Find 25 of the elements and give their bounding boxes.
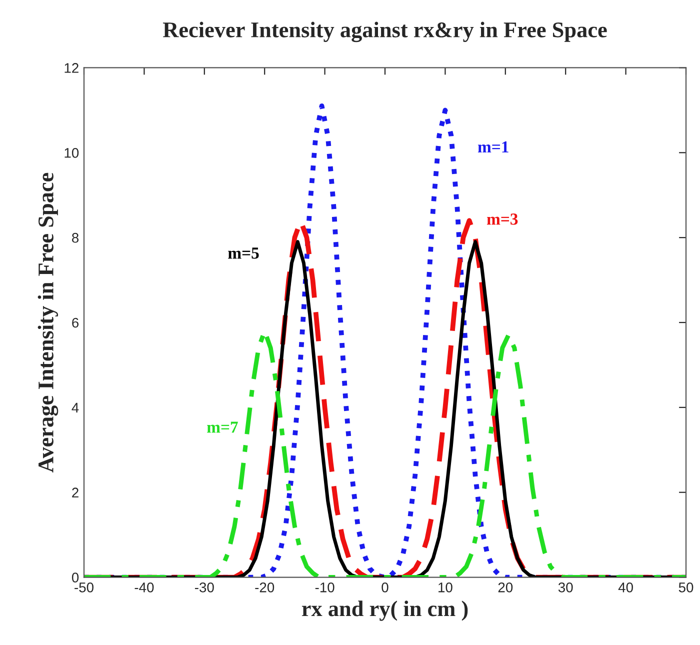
y-tick-label: 8: [72, 232, 79, 243]
x-tick-label: 40: [618, 582, 633, 592]
y-axis-title: Average Intensity in Free Space: [38, 172, 58, 472]
x-tick-label: -30: [194, 582, 214, 592]
x-tick-label: -50: [74, 582, 94, 592]
y-tick-label: 6: [72, 318, 79, 328]
x-tick-label: 20: [498, 582, 513, 592]
y-tick-label: 0: [72, 572, 79, 582]
x-tick-label: 10: [438, 582, 452, 592]
x-tick-label: -10: [315, 582, 334, 592]
x-tick-label: -20: [255, 582, 274, 592]
y-tick-label: 10: [64, 148, 79, 158]
x-tick-label: 50: [678, 582, 694, 592]
series-label: m=7: [207, 422, 238, 433]
x-tick-label: -40: [134, 582, 154, 592]
series-label: m=3: [486, 214, 518, 225]
y-tick-label: 12: [64, 63, 78, 73]
series-label: m=1: [478, 141, 508, 152]
y-tick-label: 2: [72, 488, 78, 498]
y-tick-label: 4: [72, 402, 79, 412]
x-axis-title: rx and ry( in cm ): [302, 600, 468, 621]
x-tick-label: 0: [382, 582, 388, 592]
series-label: m=5: [228, 248, 259, 259]
chart-title: Reciever Intensity against rx&ry in Free Space: [162, 22, 607, 42]
x-tick-label: 30: [558, 582, 573, 592]
